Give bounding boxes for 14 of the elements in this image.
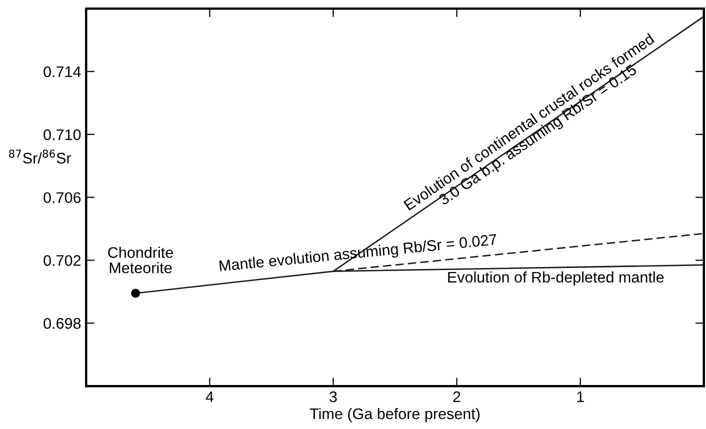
y-tick-label: 0.698 (44, 318, 81, 329)
x-axis-title: Time (Ga before present) (310, 408, 480, 422)
annotation: Chondrite Meteorite (108, 246, 173, 274)
y-tick-label: 0.710 (44, 129, 81, 140)
x-tick-label: 4 (206, 392, 214, 402)
x-tick-label: 2 (453, 391, 460, 402)
y-axis-title: $^{87}$Sr/$^{86}$Sr (9, 150, 72, 164)
y-tick-label: 0.714 (44, 66, 81, 78)
y-tick-label: 0.702 (44, 255, 81, 266)
annotation: Mantle evolution assuming Rb/Sr = 0.027 (219, 234, 497, 272)
x-tick-label: 1 (577, 392, 584, 402)
x-tick-label: 3 (330, 391, 337, 402)
annotation: Evolution of Rb-depleted mantle (448, 271, 664, 286)
y-tick-label: 0.706 (44, 192, 81, 204)
